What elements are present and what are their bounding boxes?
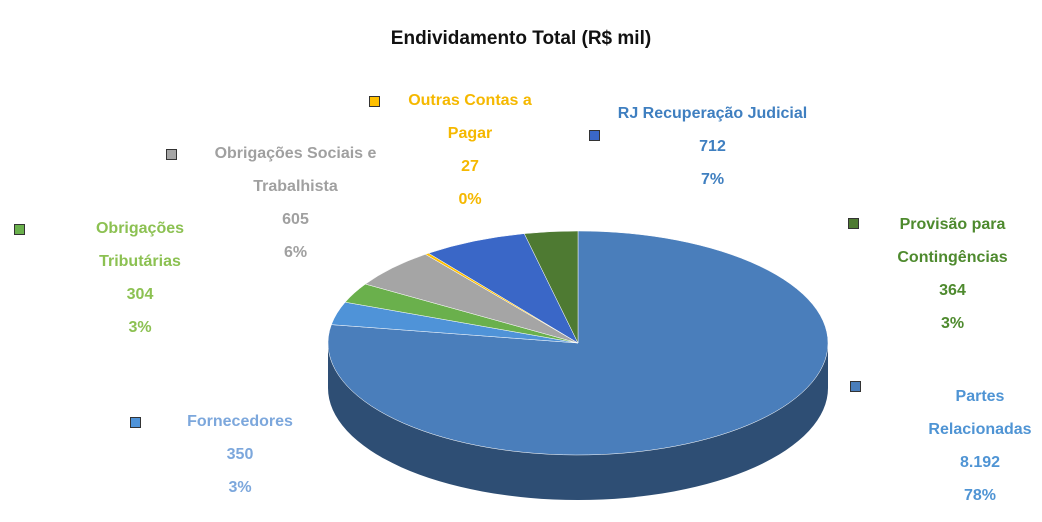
data-label: Outras Contas a Pagar 27 0%	[385, 84, 555, 216]
slice	[523, 230, 579, 344]
legend-icon	[850, 381, 861, 392]
slice-side	[328, 343, 828, 500]
percent-label: 6%	[283, 244, 308, 261]
value-label: 350	[226, 446, 254, 463]
data-label: Obrigações Tributárias 304 3%	[60, 212, 220, 344]
percent-label: 7%	[700, 171, 725, 188]
value-label: 304	[126, 286, 154, 303]
percent-label: 3%	[940, 315, 965, 332]
data-label: Partes Relacionadas 8.192 78%	[905, 380, 1042, 512]
legend-icon	[166, 149, 177, 160]
percent-label: 3%	[128, 319, 152, 336]
value-label: 27	[461, 158, 479, 175]
category-label: RJ Recuperação Judicial	[617, 105, 808, 122]
legend-icon	[589, 130, 600, 141]
data-label: Obrigações Sociais e Trabalhista 605 6%	[188, 137, 403, 269]
legend-icon	[14, 224, 25, 235]
percent-label: 3%	[228, 479, 252, 496]
value-label: 712	[699, 138, 726, 155]
slice-top	[523, 230, 579, 344]
slice-top	[427, 233, 579, 344]
category-label: Outras Contas a Pagar	[408, 92, 532, 142]
data-label: Provisão para Contingências 364 3%	[860, 208, 1042, 340]
value-label: 605	[282, 211, 309, 228]
value-label: 8.192	[959, 454, 1001, 471]
category-label: Obrigações Sociais e Trabalhista	[214, 145, 377, 195]
category-label: Provisão para Contingências	[897, 216, 1008, 266]
legend-icon	[130, 417, 141, 428]
percent-label: 78%	[963, 487, 997, 504]
data-label: Fornecedores 350 3%	[150, 405, 330, 504]
legend-icon	[369, 96, 380, 107]
category-label: Obrigações Tributárias	[95, 220, 185, 270]
category-label: Partes Relacionadas	[928, 388, 1032, 438]
chart-title: Endividamento Total (R$ mil)	[390, 28, 652, 49]
legend-icon	[848, 218, 859, 229]
slice	[427, 233, 579, 344]
percent-label: 0%	[458, 191, 482, 208]
data-label: RJ Recuperação Judicial 712 7%	[615, 97, 810, 196]
category-label: Fornecedores	[187, 413, 293, 430]
value-label: 364	[939, 282, 966, 299]
